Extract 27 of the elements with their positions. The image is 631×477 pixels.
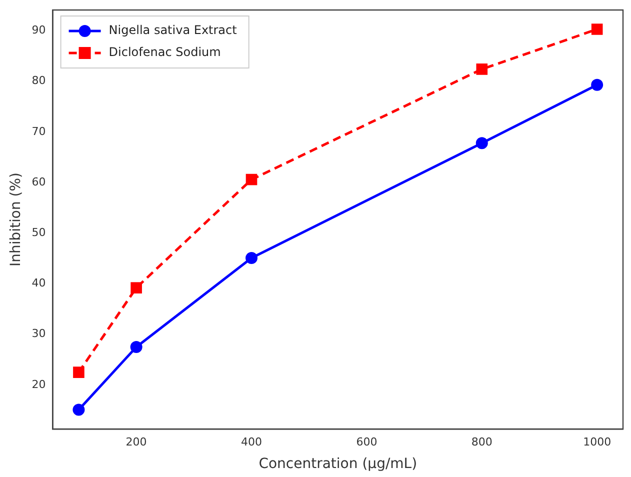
point xyxy=(130,341,142,354)
point xyxy=(591,24,603,35)
y-tick-label: 70 xyxy=(32,124,46,138)
point xyxy=(246,252,258,264)
y-tick-label: 80 xyxy=(32,74,46,88)
point xyxy=(72,404,85,416)
point xyxy=(130,282,142,294)
y-tick-label: 30 xyxy=(32,327,46,340)
y-tick-label: 90 xyxy=(32,24,46,37)
x-tick-label: 600 xyxy=(356,435,378,448)
point xyxy=(476,64,488,75)
point xyxy=(476,137,488,150)
x-tick-label: 1000 xyxy=(583,435,612,448)
point xyxy=(246,174,258,186)
point xyxy=(591,78,604,91)
legend-label: Diclofenac Sodium xyxy=(108,45,221,60)
y-tick-label: 60 xyxy=(32,175,46,188)
y-tick-label: 40 xyxy=(32,276,46,290)
point xyxy=(73,366,84,378)
y-tick-label: 20 xyxy=(32,378,46,391)
x-tick-label: 800 xyxy=(471,435,492,448)
x-axis-title: Concentration (µg/mL) xyxy=(258,456,418,472)
legend-label: Nigella sativa Extract xyxy=(108,23,238,38)
y-axis-title: Inhibition (%) xyxy=(8,172,24,267)
x-tick-label: 400 xyxy=(241,435,262,448)
x-tick-label: 200 xyxy=(126,435,147,448)
y-tick-label: 50 xyxy=(32,226,46,240)
